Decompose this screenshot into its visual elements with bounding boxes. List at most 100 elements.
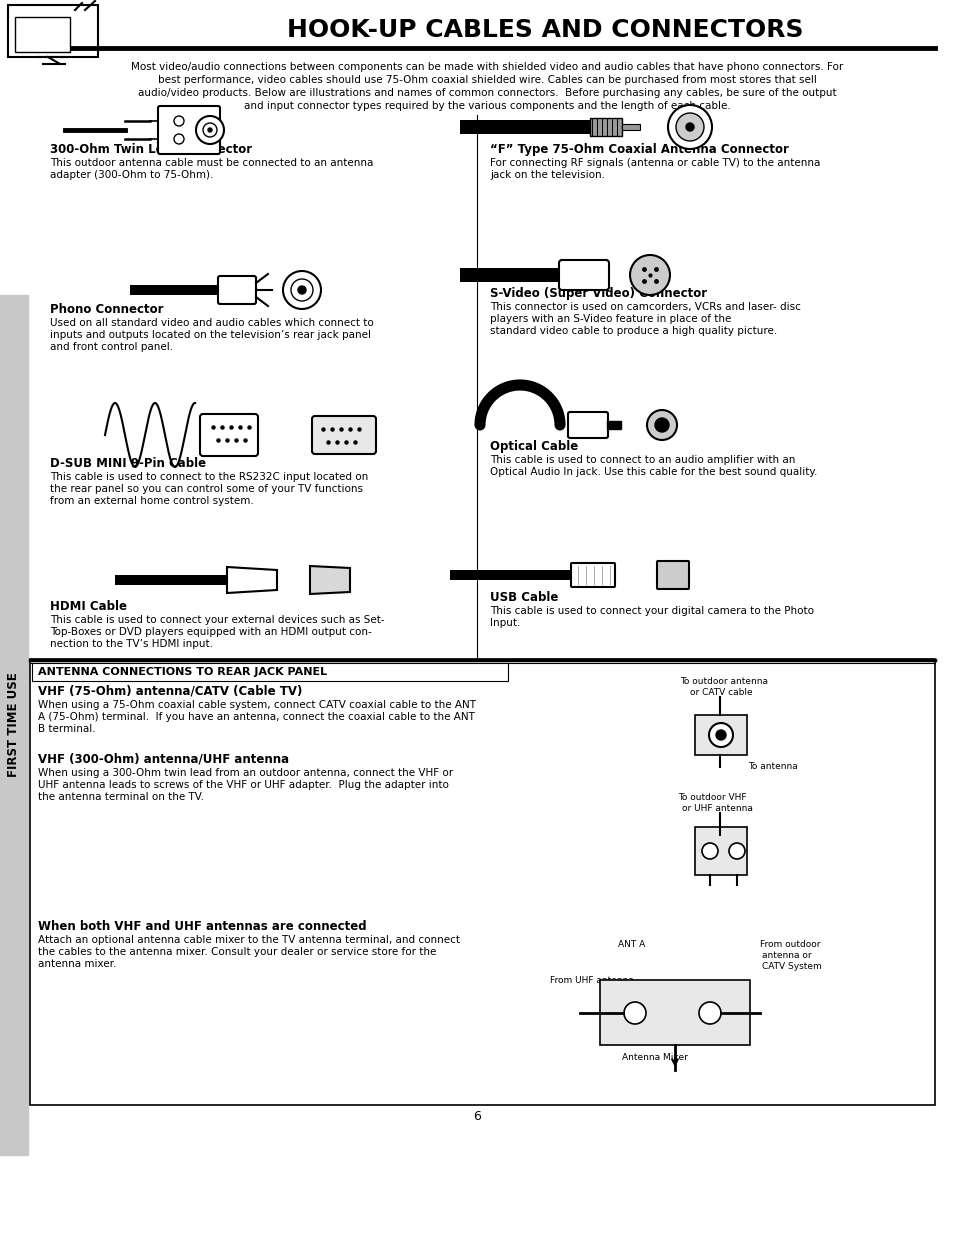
Polygon shape (227, 567, 276, 593)
Text: Input.: Input. (490, 618, 519, 629)
Text: When using a 75-Ohm coaxial cable system, connect CATV coaxial cable to the ANT: When using a 75-Ohm coaxial cable system… (38, 700, 476, 710)
Text: from an external home control system.: from an external home control system. (50, 496, 253, 506)
Text: nection to the TV’s HDMI input.: nection to the TV’s HDMI input. (50, 638, 213, 650)
Bar (695, 715, 746, 755)
Text: HDMI Cable: HDMI Cable (50, 600, 127, 613)
Text: To outdoor VHF: To outdoor VHF (678, 793, 745, 802)
Text: Used on all standard video and audio cables which connect to: Used on all standard video and audio cab… (50, 317, 374, 329)
FancyBboxPatch shape (200, 414, 257, 456)
Text: To antenna: To antenna (747, 762, 797, 771)
FancyBboxPatch shape (218, 275, 255, 304)
Bar (621, 124, 639, 130)
Text: USB Cable: USB Cable (490, 592, 558, 604)
Polygon shape (310, 566, 350, 594)
Text: This cable is used to connect your external devices such as Set-: This cable is used to connect your exter… (50, 615, 384, 625)
Circle shape (716, 730, 725, 740)
Text: the antenna terminal on the TV.: the antenna terminal on the TV. (38, 792, 204, 802)
FancyBboxPatch shape (567, 412, 607, 438)
Text: VHF (75-Ohm) antenna/CATV (Cable TV): VHF (75-Ohm) antenna/CATV (Cable TV) (38, 685, 302, 698)
Bar (32, 663, 507, 680)
Text: Attach an optional antenna cable mixer to the TV antenna terminal, and connect: Attach an optional antenna cable mixer t… (38, 935, 459, 945)
Text: From outdoor: From outdoor (760, 940, 820, 948)
Bar (8, 5, 98, 57)
Text: antenna mixer.: antenna mixer. (38, 960, 116, 969)
Circle shape (291, 279, 313, 301)
Text: audio/video products. Below are illustrations and names of common connectors.  B: audio/video products. Below are illustra… (137, 88, 836, 98)
Bar (606, 421, 620, 429)
Circle shape (283, 270, 320, 309)
Text: 300-Ohm Twin Lead Connector: 300-Ohm Twin Lead Connector (50, 143, 252, 156)
Text: the rear panel so you can control some of your TV functions: the rear panel so you can control some o… (50, 484, 363, 494)
Text: best performance, video cables should use 75-Ohm coaxial shielded wire. Cables c: best performance, video cables should us… (157, 75, 816, 85)
Text: jack on the television.: jack on the television. (490, 170, 604, 180)
Circle shape (646, 410, 677, 440)
Bar (450, 571, 575, 580)
FancyBboxPatch shape (571, 563, 615, 587)
Bar (15, 17, 70, 52)
FancyBboxPatch shape (312, 416, 375, 454)
Text: When both VHF and UHF antennas are connected: When both VHF and UHF antennas are conne… (38, 920, 366, 932)
Circle shape (173, 116, 184, 126)
Text: the cables to the antenna mixer. Consult your dealer or service store for the: the cables to the antenna mixer. Consult… (38, 947, 436, 957)
Bar (30, 659, 934, 1105)
Text: and front control panel.: and front control panel. (50, 342, 172, 352)
Text: Top-Boxes or DVD players equipped with an HDMI output con-: Top-Boxes or DVD players equipped with a… (50, 627, 372, 637)
Circle shape (701, 844, 718, 860)
Circle shape (667, 105, 711, 149)
Circle shape (728, 844, 744, 860)
Text: When using a 300-Ohm twin lead from an outdoor antenna, connect the VHF or: When using a 300-Ohm twin lead from an o… (38, 768, 453, 778)
Text: Antenna Mixer: Antenna Mixer (621, 1053, 687, 1062)
Circle shape (623, 1002, 645, 1024)
Text: This cable is used to connect your digital camera to the Photo: This cable is used to connect your digit… (490, 606, 813, 616)
Text: To outdoor antenna: To outdoor antenna (679, 677, 767, 685)
Bar (0, 295, 28, 1155)
Text: HOOK-UP CABLES AND CONNECTORS: HOOK-UP CABLES AND CONNECTORS (287, 19, 802, 42)
Text: standard video cable to produce a high quality picture.: standard video cable to produce a high q… (490, 326, 777, 336)
Text: For connecting RF signals (antenna or cable TV) to the antenna: For connecting RF signals (antenna or ca… (490, 158, 820, 168)
Circle shape (173, 135, 184, 144)
Bar (589, 119, 621, 136)
Circle shape (203, 124, 216, 137)
Text: adapter (300-Ohm to 75-Ohm).: adapter (300-Ohm to 75-Ohm). (50, 170, 213, 180)
Text: ANTENNA CONNECTIONS TO REAR JACK PANEL: ANTENNA CONNECTIONS TO REAR JACK PANEL (38, 667, 327, 677)
Circle shape (655, 417, 668, 432)
Text: 6: 6 (473, 1110, 480, 1123)
Circle shape (676, 112, 703, 141)
Text: From UHF antenna: From UHF antenna (550, 976, 633, 986)
Text: or UHF antenna: or UHF antenna (681, 804, 752, 813)
Text: Optical Cable: Optical Cable (490, 440, 578, 453)
Text: antenna or: antenna or (761, 951, 811, 960)
Text: B terminal.: B terminal. (38, 724, 95, 734)
Circle shape (297, 287, 306, 294)
FancyBboxPatch shape (558, 261, 608, 290)
Text: D-SUB MINI 9-Pin Cable: D-SUB MINI 9-Pin Cable (50, 457, 206, 471)
Circle shape (699, 1002, 720, 1024)
Bar (115, 576, 227, 585)
Text: VHF (300-Ohm) antenna/UHF antenna: VHF (300-Ohm) antenna/UHF antenna (38, 753, 289, 766)
Text: S-Video (Super Video) Connector: S-Video (Super Video) Connector (490, 287, 706, 300)
Text: inputs and outputs located on the television’s rear jack panel: inputs and outputs located on the televi… (50, 330, 371, 340)
Bar (599, 981, 749, 1045)
Text: CATV System: CATV System (761, 962, 821, 971)
Text: players with an S-Video feature in place of the: players with an S-Video feature in place… (490, 314, 731, 324)
Circle shape (195, 116, 224, 144)
Text: ANT A: ANT A (618, 940, 644, 948)
Text: UHF antenna leads to screws of the VHF or UHF adapter.  Plug the adapter into: UHF antenna leads to screws of the VHF o… (38, 781, 449, 790)
Text: “F” Type 75-Ohm Coaxial Antenna Connector: “F” Type 75-Ohm Coaxial Antenna Connecto… (490, 143, 788, 156)
Circle shape (208, 128, 212, 132)
Bar (459, 120, 589, 135)
Text: and input connector types required by the various components and the length of e: and input connector types required by th… (243, 101, 730, 111)
FancyBboxPatch shape (657, 561, 688, 589)
Text: A (75-Ohm) terminal.  If you have an antenna, connect the coaxial cable to the A: A (75-Ohm) terminal. If you have an ante… (38, 713, 475, 722)
Bar (130, 285, 222, 295)
Text: Most video/audio connections between components can be made with shielded video : Most video/audio connections between com… (131, 62, 842, 72)
FancyBboxPatch shape (158, 106, 220, 154)
Text: FIRST TIME USE: FIRST TIME USE (8, 673, 20, 777)
Circle shape (629, 254, 669, 295)
Text: or CATV cable: or CATV cable (689, 688, 752, 697)
Circle shape (708, 722, 732, 747)
Bar (459, 268, 564, 282)
Circle shape (685, 124, 693, 131)
Text: Optical Audio In jack. Use this cable for the best sound quality.: Optical Audio In jack. Use this cable fo… (490, 467, 817, 477)
Text: This cable is used to connect to the RS232C input located on: This cable is used to connect to the RS2… (50, 472, 368, 482)
